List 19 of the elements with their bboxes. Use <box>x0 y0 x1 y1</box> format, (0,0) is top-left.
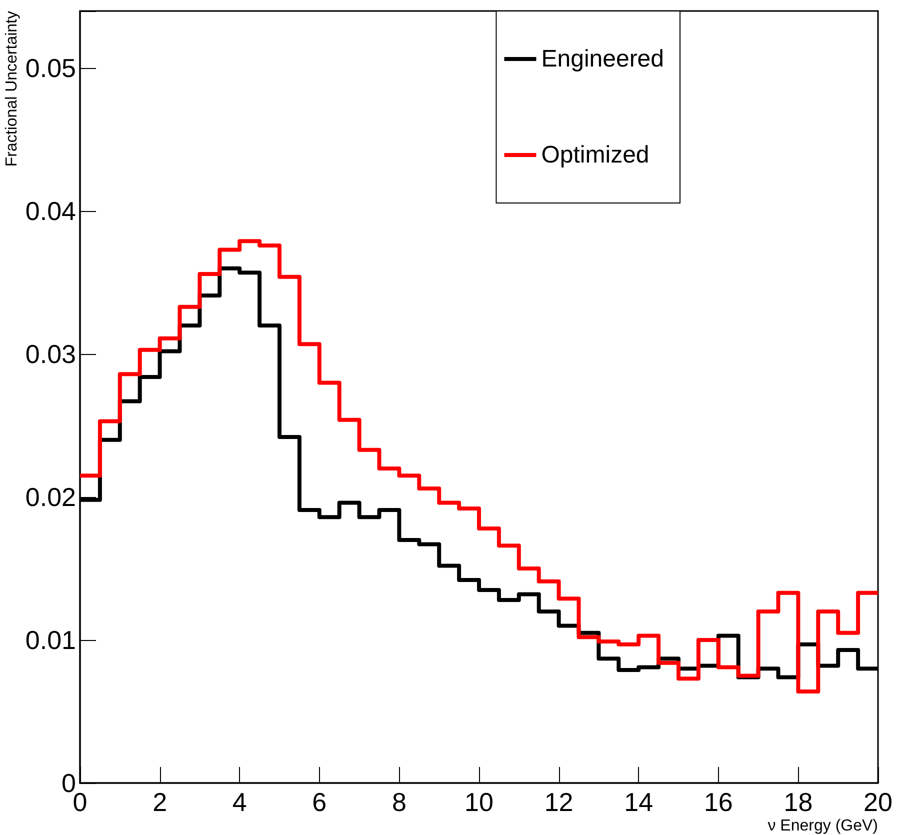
x-tick-label: 8 <box>392 787 406 817</box>
y-tick-label: 0.04 <box>25 196 76 226</box>
y-tick-label: 0.02 <box>25 482 76 512</box>
x-tick-label: 6 <box>312 787 327 817</box>
y-tick-label: 0.05 <box>25 53 76 84</box>
y-tick-label: 0.01 <box>25 625 76 656</box>
x-tick-label: 20 <box>864 787 892 817</box>
x-tick-label: 10 <box>464 787 494 817</box>
x-tick-label: 16 <box>704 787 733 817</box>
x-tick-label: 12 <box>544 787 574 817</box>
y-tick-label: 0.03 <box>25 339 76 370</box>
y-axis-title: Fractional Uncertainty <box>4 11 20 167</box>
legend-label: Engineered <box>541 46 664 72</box>
x-axis-title: ν Energy (GeV) <box>768 818 878 834</box>
x-tick-label: 2 <box>152 787 168 817</box>
legend-label: Optimized <box>541 142 650 168</box>
x-tick-label: 14 <box>624 787 654 817</box>
x-tick-label: 18 <box>784 787 813 817</box>
x-tick-label: 4 <box>232 787 247 817</box>
